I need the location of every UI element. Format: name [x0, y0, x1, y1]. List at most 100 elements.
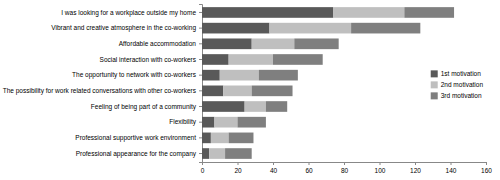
bar-segment — [202, 133, 211, 144]
x-tick-label: 80 — [341, 167, 349, 174]
bar-segment — [202, 86, 223, 97]
y-tick: Professional supportive work environment — [75, 134, 202, 142]
x-tick: 0 — [201, 162, 205, 174]
x-tick-label: 0 — [201, 167, 205, 174]
y-tick: Vibrant and creative atmosphere in the c… — [51, 24, 202, 32]
x-tick-label: 120 — [410, 167, 421, 174]
bar-segment — [202, 148, 209, 159]
bar-segment — [266, 101, 287, 112]
y-tick-label: Affordable accommodation — [119, 40, 197, 47]
bar-segment — [211, 133, 229, 144]
y-axis: I was looking for a workplace outside my… — [3, 5, 203, 163]
x-axis-line — [203, 163, 487, 166]
legend-label: 3rd motivation — [441, 92, 482, 99]
y-tick: The opportunity to network with co-worke… — [72, 71, 202, 79]
chart-svg: 0 20 40 60 80 100 120 140 160 I was looking for a… — [0, 0, 500, 180]
bar-segment — [245, 101, 266, 112]
bar-segment — [259, 70, 298, 81]
x-tick-mark — [238, 162, 239, 165]
y-tick-label: Professional appearance for the company — [76, 150, 197, 158]
y-tick: I was looking for a workplace outside my… — [61, 9, 202, 17]
y-tick-mark — [199, 12, 202, 13]
legend-label: 1st motivation — [441, 70, 481, 77]
y-tick-mark — [199, 106, 202, 107]
legend-swatch — [431, 81, 438, 88]
x-tick: 40 — [270, 162, 278, 174]
x-tick-label: 20 — [234, 167, 242, 174]
y-tick-mark — [199, 59, 202, 60]
y-tick: Social interaction with co-workers — [100, 56, 202, 63]
bar-segment — [229, 54, 273, 65]
bar-segment — [229, 133, 254, 144]
bar-segment — [202, 54, 229, 65]
x-tick: 120 — [410, 162, 421, 174]
y-tick-mark — [199, 137, 202, 138]
x-tick: 100 — [375, 162, 386, 174]
y-tick-label: The opportunity to network with co-worke… — [72, 71, 197, 79]
bar-segment — [209, 148, 225, 159]
bar-segment — [202, 38, 252, 49]
bar-segment — [238, 117, 266, 128]
bar-segment — [273, 54, 323, 65]
bar-segment — [225, 148, 252, 159]
y-tick: Flexibility — [169, 118, 202, 126]
y-tick-mark — [199, 90, 202, 91]
x-tick-label: 100 — [375, 167, 386, 174]
legend: 1st motivation 2nd motivation 3rd motivati… — [431, 70, 484, 99]
chart-container: 0 20 40 60 80 100 120 140 160 I was looking for a… — [0, 0, 500, 180]
bar-segment — [202, 101, 245, 112]
y-tick-mark — [199, 122, 202, 123]
y-tick-mark — [199, 153, 202, 154]
y-tick: Feeling of being part of a community — [91, 103, 202, 111]
legend-entry: 1st motivation — [431, 70, 481, 77]
bar-segment — [252, 86, 293, 97]
x-tick-mark — [415, 162, 416, 165]
legend-swatch — [431, 70, 438, 77]
y-tick-label: Professional supportive work environment — [75, 134, 196, 142]
x-tick: 160 — [481, 162, 492, 174]
legend-entry: 2nd motivation — [431, 81, 484, 88]
bar-segment — [404, 7, 454, 18]
bar-segment — [223, 86, 251, 97]
x-tick-mark — [451, 162, 452, 165]
bar-segment — [333, 7, 404, 18]
y-tick-label: I was looking for a workplace outside my… — [61, 9, 196, 17]
x-tick: 20 — [234, 162, 242, 174]
x-tick: 140 — [446, 162, 457, 174]
y-tick-mark — [199, 28, 202, 29]
legend-entry: 3rd motivation — [431, 92, 482, 99]
x-tick: 60 — [305, 162, 313, 174]
x-tick-label: 60 — [305, 167, 313, 174]
legend-swatch — [431, 92, 438, 99]
y-tick-label: Flexibility — [169, 118, 196, 126]
bar-segment — [202, 117, 214, 128]
y-tick: Professional appearance for the company — [76, 150, 202, 158]
x-tick-mark — [273, 162, 274, 165]
y-tick: The possibility for work related convers… — [3, 87, 202, 95]
x-tick-mark — [380, 162, 381, 165]
y-tick-label: Social interaction with co-workers — [100, 56, 197, 63]
y-tick: Affordable accommodation — [119, 40, 202, 47]
x-tick-label: 140 — [446, 167, 457, 174]
bar-segment — [202, 7, 333, 18]
bar-segment — [220, 70, 259, 81]
x-tick-mark — [309, 162, 310, 165]
x-tick-mark — [344, 162, 345, 165]
bar-segment — [269, 23, 351, 34]
y-tick-label: Feeling of being part of a community — [91, 103, 197, 111]
y-tick-mark — [199, 43, 202, 44]
x-tick: 80 — [341, 162, 349, 174]
x-tick-label: 160 — [481, 167, 492, 174]
x-tick-label: 40 — [270, 167, 278, 174]
x-axis: 0 20 40 60 80 100 120 140 160 — [201, 162, 493, 174]
bar-segment — [214, 117, 237, 128]
bars — [202, 7, 454, 159]
bar-segment — [202, 70, 220, 81]
bar-segment — [202, 23, 269, 34]
y-tick-label: The possibility for work related convers… — [3, 87, 197, 95]
y-axis-line — [199, 5, 203, 163]
x-tick-mark — [486, 162, 487, 165]
bar-segment — [351, 23, 420, 34]
y-tick-label: Vibrant and creative atmosphere in the c… — [51, 24, 196, 32]
legend-label: 2nd motivation — [441, 81, 484, 88]
